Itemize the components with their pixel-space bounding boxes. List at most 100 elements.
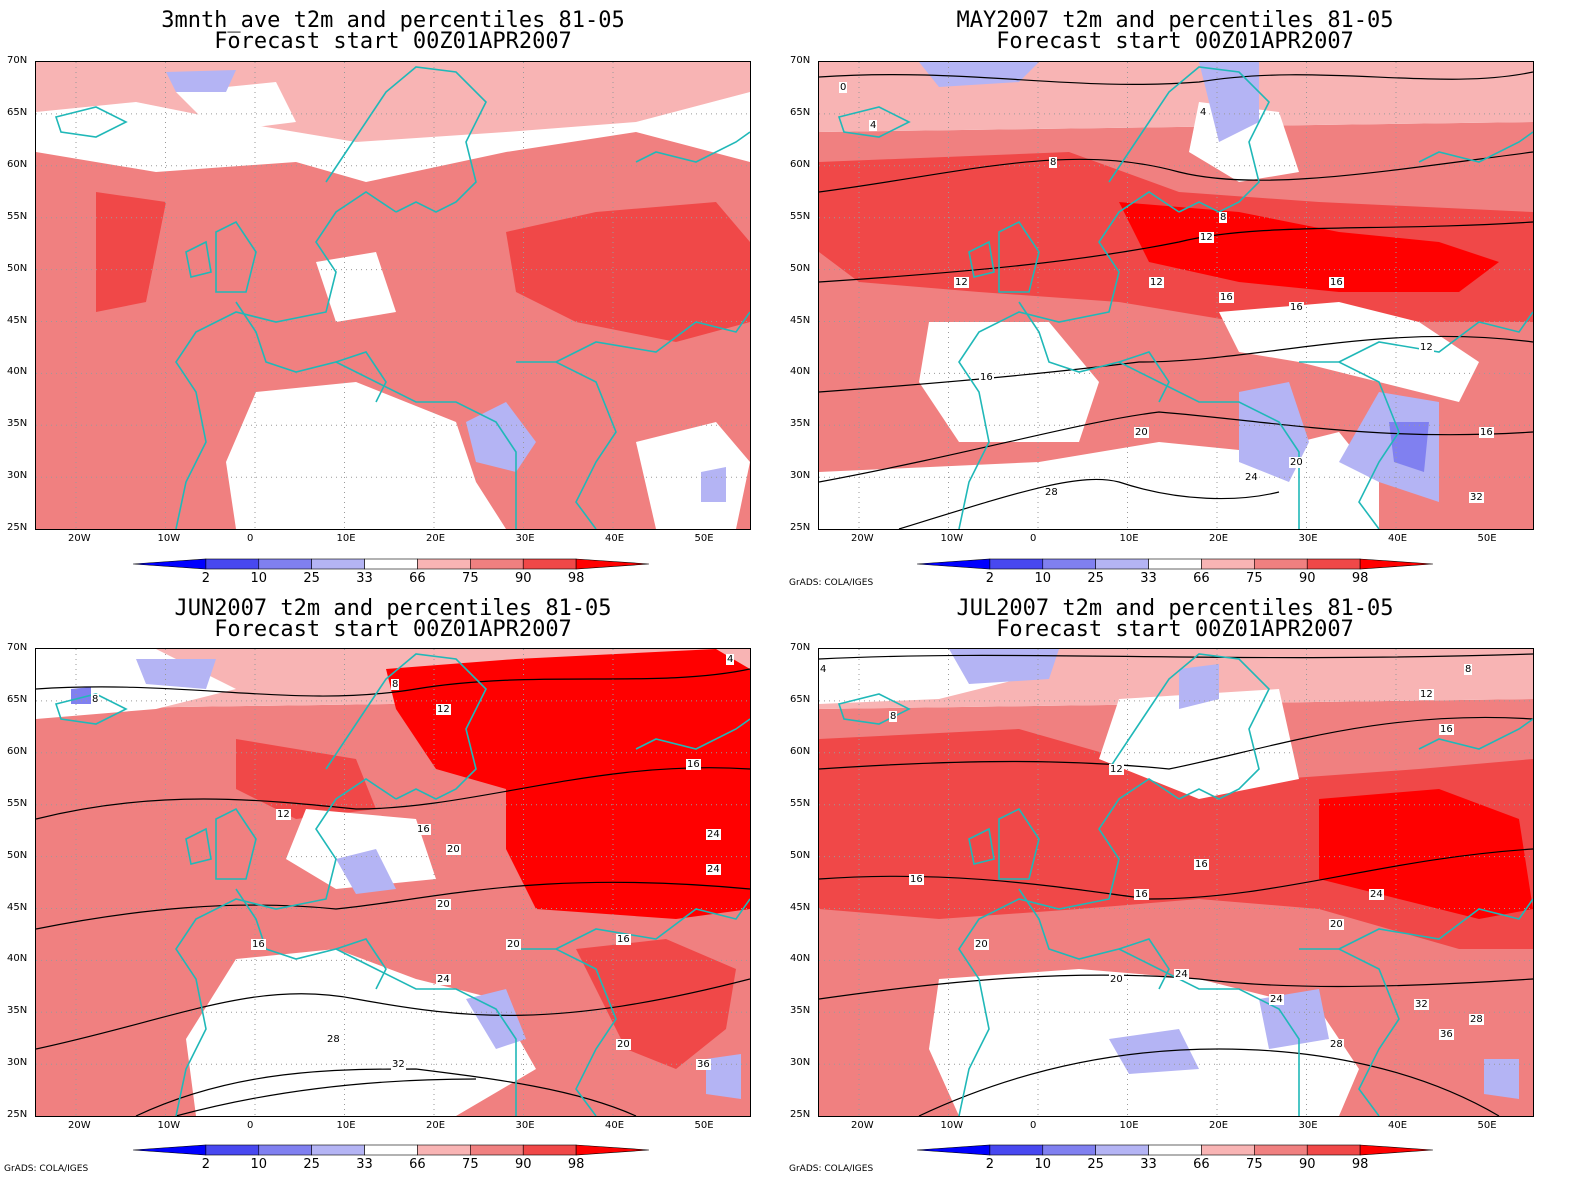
contour-label: 8 [91, 694, 100, 705]
percentile-shading [236, 739, 376, 819]
panel-subtitle: Forecast start 00Z01APR2007 [214, 29, 572, 54]
coastline [215, 807, 257, 880]
coastline [516, 361, 617, 529]
contour-label: 20 [1289, 457, 1304, 468]
panel-title: 3mnth_ave t2m and percentiles 81-05 [161, 8, 625, 33]
latitude-label: 70N [790, 642, 811, 653]
latitude-label: 35N [790, 1005, 811, 1017]
percentile-shading [819, 62, 1533, 132]
latitude-label: 45N [7, 314, 28, 326]
map-canvas [36, 649, 750, 1116]
latitude-label: 50N [7, 262, 28, 274]
latitude-label: 50N [790, 849, 811, 861]
latitude-label: 25N [7, 1109, 28, 1121]
colorbar-label: 25 [303, 1157, 320, 1172]
colorbar-segment [575, 1144, 649, 1156]
percentile-shading [1484, 1059, 1519, 1099]
panel-title: MAY2007 t2m and percentiles 81-05 [956, 8, 1394, 33]
coastline [175, 778, 397, 1116]
contour-label: 16 [1194, 859, 1209, 870]
longitude-label: 30E [515, 1120, 535, 1131]
map-jun2007: 4 8 8 12 12 16 16 16 20 20 20 24 24 28 32 36 16 20 24 [35, 648, 751, 1117]
map-may2007: 0 4 4 8 8 12 12 12 16 16 16 16 20 20 24 28 32 12 16 [818, 61, 1534, 530]
contour-label: 4 [726, 654, 735, 665]
coastline [1018, 301, 1300, 529]
percentile-shading [1319, 789, 1533, 919]
coastline [1338, 311, 1533, 363]
colorbar-label: 66 [1193, 1157, 1210, 1172]
latitude-label: 70N [7, 642, 28, 653]
temperature-contour [135, 1068, 637, 1116]
colorbar-segment [1095, 558, 1149, 570]
coastline [998, 220, 1040, 293]
latitude-label: 50N [790, 262, 811, 274]
credit-text: GrADS: COLA/IGES [789, 578, 874, 588]
coastline [1118, 938, 1170, 990]
contour-label: 16 [416, 824, 431, 835]
colorbar-label: 75 [462, 1157, 479, 1172]
longitude-label: 20E [1209, 1120, 1229, 1131]
latitude-label: 35N [7, 418, 28, 430]
colorbar [133, 1144, 649, 1156]
temperature-contour [36, 978, 750, 1050]
longitude-label: 50E [1477, 533, 1497, 544]
contour-label: 8 [1219, 212, 1228, 223]
longitude-label: 10E [1119, 533, 1139, 544]
latitude-label: 45N [790, 314, 811, 326]
contour-label: 20 [1134, 427, 1149, 438]
contour-label: 12 [954, 277, 969, 288]
colorbar-segment [133, 558, 207, 570]
longitude-label: 20E [426, 1120, 446, 1131]
colorbar-segment [258, 558, 312, 570]
coastline [635, 718, 750, 750]
contour-label: 36 [1439, 1029, 1454, 1040]
coastline [54, 693, 128, 725]
coastline [335, 938, 387, 990]
longitude-label: 40E [1388, 1120, 1408, 1131]
latitude-label: 30N [790, 470, 811, 482]
contour-label: 8 [1464, 664, 1473, 675]
colorbar-segment [311, 558, 365, 570]
contour-label: 16 [1289, 302, 1304, 313]
percentile-shading [186, 949, 536, 1116]
latitude-label: 50N [7, 849, 28, 861]
percentile-shading [336, 849, 396, 894]
percentile-shading [1099, 689, 1299, 799]
colorbar-label: 25 [303, 571, 320, 586]
map-3mnth [35, 61, 751, 530]
colorbar-label: 2 [985, 1157, 995, 1172]
colorbar-segment [1042, 558, 1096, 570]
colorbar-segment [1042, 1144, 1096, 1156]
longitude-label: 0 [247, 1120, 254, 1131]
latitude-label: 60N [7, 158, 28, 170]
contour-label: 12 [1109, 764, 1124, 775]
latitude-label: 25N [790, 522, 811, 534]
longitude-label: 0 [247, 533, 254, 544]
colorbar-label: 10 [250, 571, 268, 586]
colorbar-segment [258, 1144, 312, 1156]
coastline [325, 66, 487, 213]
contour-label: 16 [251, 939, 266, 950]
percentile-shading [949, 649, 1059, 684]
longitude-label: 20W [851, 1120, 874, 1131]
longitude-label: 10W [940, 533, 964, 544]
latitude-label: 65N [7, 693, 28, 705]
coastline [185, 240, 212, 278]
coastline [1299, 948, 1400, 1116]
colorbar-label: 2 [985, 571, 995, 586]
colorbar-label: 2 [201, 1157, 211, 1172]
panel-title: JUN2007 t2m and percentiles 81-05 [174, 596, 612, 621]
map-canvas [819, 62, 1533, 529]
percentile-shading [701, 467, 726, 502]
temperature-contour [819, 974, 1533, 1000]
colorbar-segment [417, 1144, 471, 1156]
contour-label: 16 [1134, 889, 1149, 900]
temperature-contour [898, 478, 1280, 529]
contour-label: 24 [1369, 889, 1384, 900]
contour-label: 16 [909, 874, 924, 885]
coastline [235, 301, 517, 529]
coastline [335, 351, 387, 403]
colorbar-label: 33 [1140, 1157, 1157, 1172]
latitude-label: 65N [7, 106, 28, 118]
latitude-label: 70N [7, 55, 28, 66]
